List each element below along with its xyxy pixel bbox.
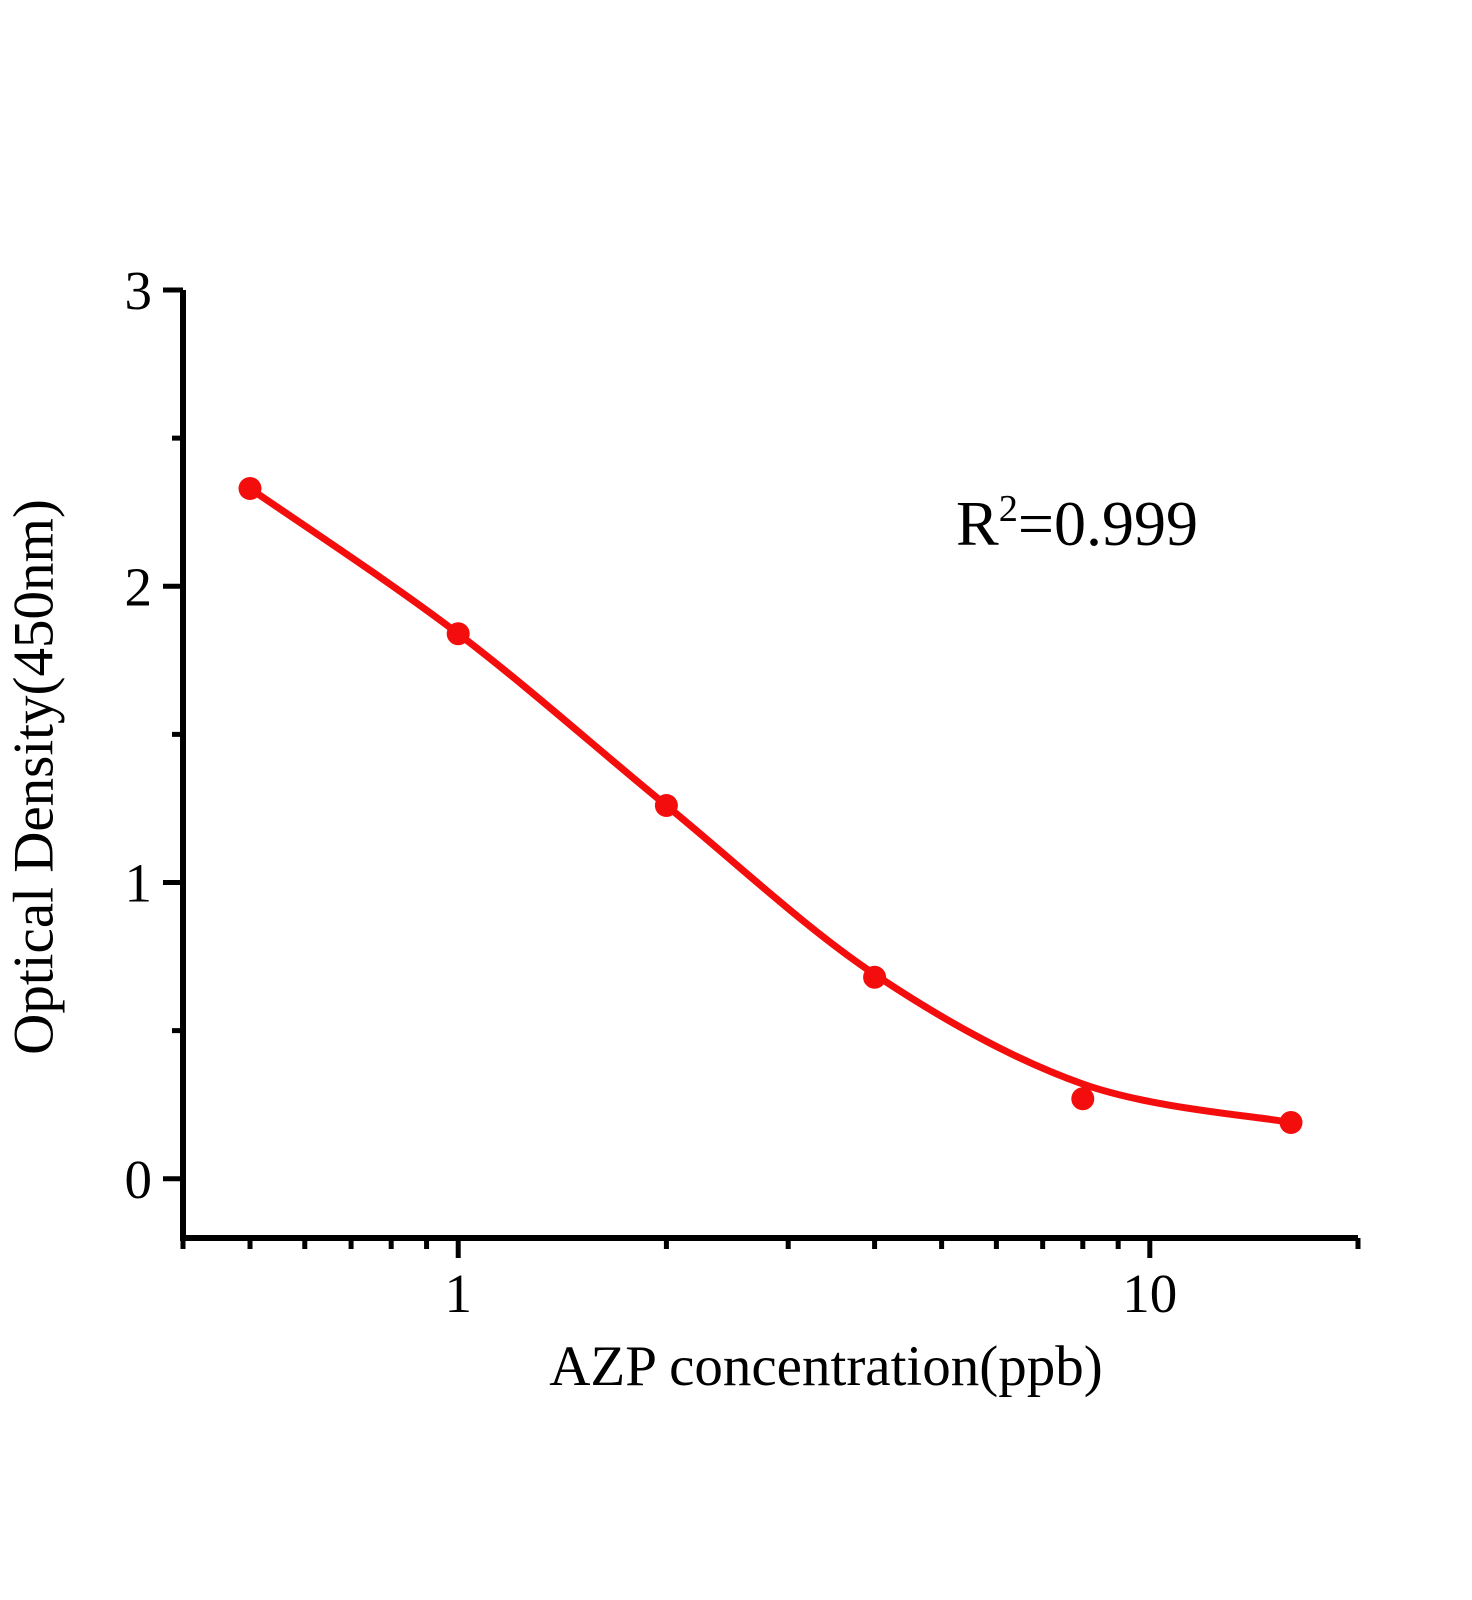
r-squared-annotation: R2=0.999 — [956, 490, 1198, 556]
data-point — [238, 477, 262, 500]
data-point — [1279, 1111, 1303, 1134]
data-point — [446, 622, 470, 646]
y-tick-label: 3 — [125, 260, 153, 321]
data-point — [654, 794, 678, 817]
x-tick-label: 1 — [444, 1263, 472, 1324]
r-squared-base: R — [956, 488, 999, 559]
x-tick-label: 10 — [1122, 1263, 1177, 1324]
r-squared-exponent: 2 — [998, 488, 1018, 531]
fit-curve — [246, 485, 1295, 1126]
y-tick-label: 0 — [125, 1149, 153, 1210]
data-point — [863, 965, 887, 989]
x-axis-title: AZP concentration(ppb) — [549, 1335, 1103, 1398]
y-tick-label: 2 — [125, 556, 153, 617]
y-axis-title: Optical Density(450nm) — [2, 499, 66, 1055]
data-point — [1071, 1087, 1095, 1111]
r-squared-value: =0.999 — [1017, 488, 1198, 559]
y-tick-label: 1 — [125, 853, 153, 914]
